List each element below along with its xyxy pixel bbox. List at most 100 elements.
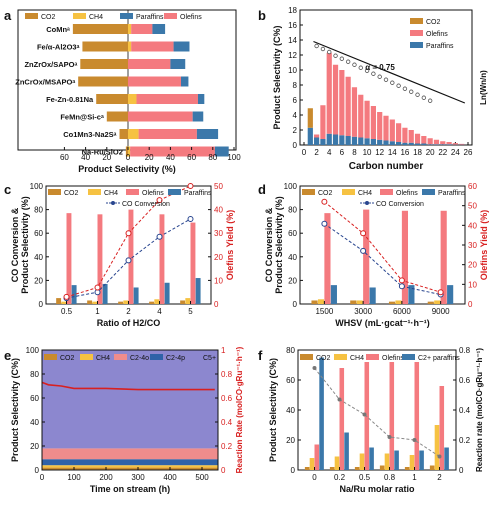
panel-f-rate-line xyxy=(314,367,440,457)
panel-f-bar-ch4-5 xyxy=(434,425,440,470)
panel-b-xtick-label-2: 4 xyxy=(327,148,332,157)
panel-d-ylabel-line2: Product Selectivity (%) xyxy=(274,196,284,294)
panel-f-y-tick-label-3: 60 xyxy=(286,376,295,385)
panel-a-bar-co2-2 xyxy=(80,59,128,69)
panel-f-xtick-label-4: 1 xyxy=(412,473,417,482)
panel-b-bar-paraffins-1 xyxy=(314,137,320,145)
panel-d-legend-ch4-swatch xyxy=(342,189,355,195)
panel-e-xtick-label-4: 400 xyxy=(163,473,177,482)
panel-f-bar-paraffins-5 xyxy=(444,447,449,470)
panel-a-bar-co2-0 xyxy=(72,24,128,34)
panel-b-bar-olefins-24 xyxy=(459,143,465,145)
panel-e-y2-tick-label-2: 0.4 xyxy=(221,418,233,427)
panel-b-bar-olefins-8 xyxy=(358,94,364,138)
panel-e-xtick-label-0: 0 xyxy=(40,473,45,482)
panel-b-bar-paraffins-4 xyxy=(332,134,339,145)
panel-e-y-tick-label-0: 0 xyxy=(35,466,40,475)
panel-a-bar-co2-7 xyxy=(125,146,128,157)
panel-b-legend-co2-label: CO2 xyxy=(426,19,441,26)
panel-b-legend-paraffins-swatch xyxy=(410,42,423,48)
panel-e-xtick-label-3: 300 xyxy=(131,473,145,482)
panel-a-xtick-label-5: 40 xyxy=(166,153,175,162)
panel-b-bar-olefins-6 xyxy=(345,76,351,136)
panel-a-bar-ch4-7 xyxy=(128,146,131,157)
panel-a-legend-olefins-label: Olefins xyxy=(180,14,202,21)
panel-f-bar-co2-1 xyxy=(329,467,335,470)
panel-a-legend-ch4-label: CH4 xyxy=(89,14,103,21)
panel-b-bar-olefins-12 xyxy=(383,115,389,141)
panel-c-ylabel-line1: CO Conversion & xyxy=(10,207,20,282)
panel-b-bar-paraffins-9 xyxy=(364,138,370,145)
panel-b-bar-olefins-17 xyxy=(414,133,421,144)
panel-f-bar-paraffins-4 xyxy=(419,450,424,470)
panel-d-bar-co2-1 xyxy=(350,300,357,304)
panel-e-y-tick-label-3: 60 xyxy=(30,394,39,403)
panel-b-xtick-label-0: 0 xyxy=(302,148,307,157)
panel-f-rate-point-5 xyxy=(437,454,442,459)
panel-c-bar-olefins-2 xyxy=(128,209,134,304)
panel-e-legend-c5-label: C5+ xyxy=(203,355,216,362)
panel-c-y-tick-label-2: 40 xyxy=(34,253,43,262)
panel-b-xtick-label-5: 10 xyxy=(363,148,372,157)
panel-c-y-tick-label-3: 60 xyxy=(34,229,43,238)
panel-b-bar-paraffins-12 xyxy=(383,140,389,145)
panel-c-bar-olefins-0 xyxy=(66,213,72,304)
panel-d-bar-co2-3 xyxy=(427,301,434,304)
panel-a-bar-co2-5 xyxy=(106,111,128,122)
panel-c-bar-ch4-1 xyxy=(92,301,98,304)
panel-e-legend-c2_4p-swatch xyxy=(150,354,163,360)
panel-a-bar-paraffins-0 xyxy=(152,24,166,34)
panel-e-xtick-label-5: 500 xyxy=(195,473,209,482)
panel-c-legend-olefins-label: Olefins xyxy=(142,190,164,197)
panel-a-bar-olefins-7 xyxy=(130,146,215,157)
panel-e-y-tick-label-4: 80 xyxy=(30,370,39,379)
panel-f-xtick-label-0: 0 xyxy=(312,473,317,482)
panel-d-xtick-label-3: 9000 xyxy=(432,307,450,316)
panel-b-asf-point-13 xyxy=(396,83,401,88)
panel-c-bar-paraffins-3 xyxy=(164,282,170,304)
panel-f-rate-point-3 xyxy=(387,435,392,439)
panel-e-y2-tick-label-5: 1 xyxy=(221,346,226,355)
panel-d-y2-tick-label-5: 50 xyxy=(468,202,477,211)
panel-f-y2-tick-label-3: 0.6 xyxy=(459,376,471,385)
panel-d-bar-olefins-1 xyxy=(363,209,370,304)
panel-b-legend-co2-swatch xyxy=(410,18,423,24)
panel-b-asf-point-0 xyxy=(314,43,319,49)
panel-a-bar-olefins-6 xyxy=(138,129,197,139)
panel-f-legend-olefins-swatch xyxy=(366,354,379,360)
panel-b-y-tick-label-6: 12 xyxy=(288,51,297,60)
panel-d-bar-paraffins-3 xyxy=(447,285,454,304)
panel-f-bar-ch4-1 xyxy=(334,456,340,470)
panel-d-yield-point-1 xyxy=(360,230,367,237)
panel-f-bar-olefins-3 xyxy=(389,362,395,470)
panel-c-y-tick-label-0: 0 xyxy=(39,300,44,309)
panel-d-bar-ch4-2 xyxy=(395,300,402,304)
panel-e-legend-ch4-swatch xyxy=(80,354,93,360)
panel-c-legend-paraffins-label: Paraffins xyxy=(184,190,212,197)
panel-e-y-tick-label-1: 20 xyxy=(30,442,39,451)
panel-b-asf-point-18 xyxy=(427,98,433,103)
panel-d-xtick-label-0: 1500 xyxy=(315,307,333,316)
panel-e-area-c2_4o xyxy=(42,448,218,460)
panel-b-bar-olefins-23 xyxy=(452,143,458,145)
panel-c-yield-line xyxy=(66,185,191,298)
panel-a-bar-paraffins-6 xyxy=(196,129,219,139)
panel-b-bar-co2-0 xyxy=(307,108,313,128)
panel-c-conversion-point-4 xyxy=(187,216,194,223)
panel-b-y-tick-label-5: 10 xyxy=(288,66,297,75)
panel-b-bar-paraffins-3 xyxy=(326,133,332,145)
panel-a-xtick-label-8: 100 xyxy=(227,153,241,162)
panel-a-xtick-label-6: 60 xyxy=(187,153,196,162)
panel-f-rate-point-2 xyxy=(362,412,367,417)
panel-d-legend-conversion-marker xyxy=(365,201,369,205)
panel-e-legend-c2_4o-label: C2-4o xyxy=(130,355,149,362)
panel-b-bar-paraffins-8 xyxy=(358,137,364,145)
panel-e-area-c5 xyxy=(42,350,218,449)
panel-b-bar-paraffins-11 xyxy=(377,139,383,145)
panel-c-bar-co2-0 xyxy=(56,298,62,304)
panel-f-bar-co2-0 xyxy=(304,467,310,470)
panel-d-y2-tick-label-6: 60 xyxy=(468,182,477,191)
panel-b-bar-olefins-13 xyxy=(389,119,395,142)
panel-e-y-tick-label-2: 40 xyxy=(30,418,39,427)
panel-f-bar-paraffins-3 xyxy=(394,450,399,470)
